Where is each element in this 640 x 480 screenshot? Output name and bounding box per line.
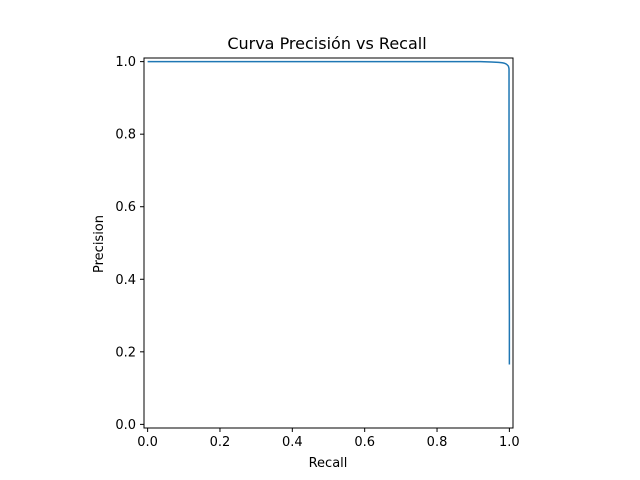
y-tick-label: 0.8	[115, 128, 136, 143]
x-tick-label: 0.4	[282, 435, 303, 450]
y-tick-label: 1.0	[115, 55, 136, 70]
y-tick-label: 0.4	[115, 273, 136, 288]
y-axis: 0.0 0.2 0.4 0.6 0.8 1.0	[115, 55, 144, 433]
x-tick-label: 0.6	[354, 435, 375, 450]
chart-title: Curva Precisión vs Recall	[227, 34, 426, 53]
y-tick-label: 0.2	[115, 345, 136, 360]
x-tick-label: 0.8	[427, 435, 448, 450]
x-tick-label: 0.2	[210, 435, 231, 450]
x-axis: 0.0 0.2 0.4 0.6 0.8 1.0	[137, 428, 520, 450]
y-tick-label: 0.0	[115, 418, 136, 433]
x-axis-label: Recall	[309, 456, 348, 471]
plot-frame	[143, 57, 514, 429]
plot-area	[143, 57, 514, 429]
y-axis-label: Precision	[92, 215, 107, 273]
x-tick-label: 0.0	[137, 435, 158, 450]
x-tick-label: 1.0	[499, 435, 520, 450]
series-line-0	[147, 60, 511, 365]
y-tick-label: 0.6	[115, 200, 136, 215]
